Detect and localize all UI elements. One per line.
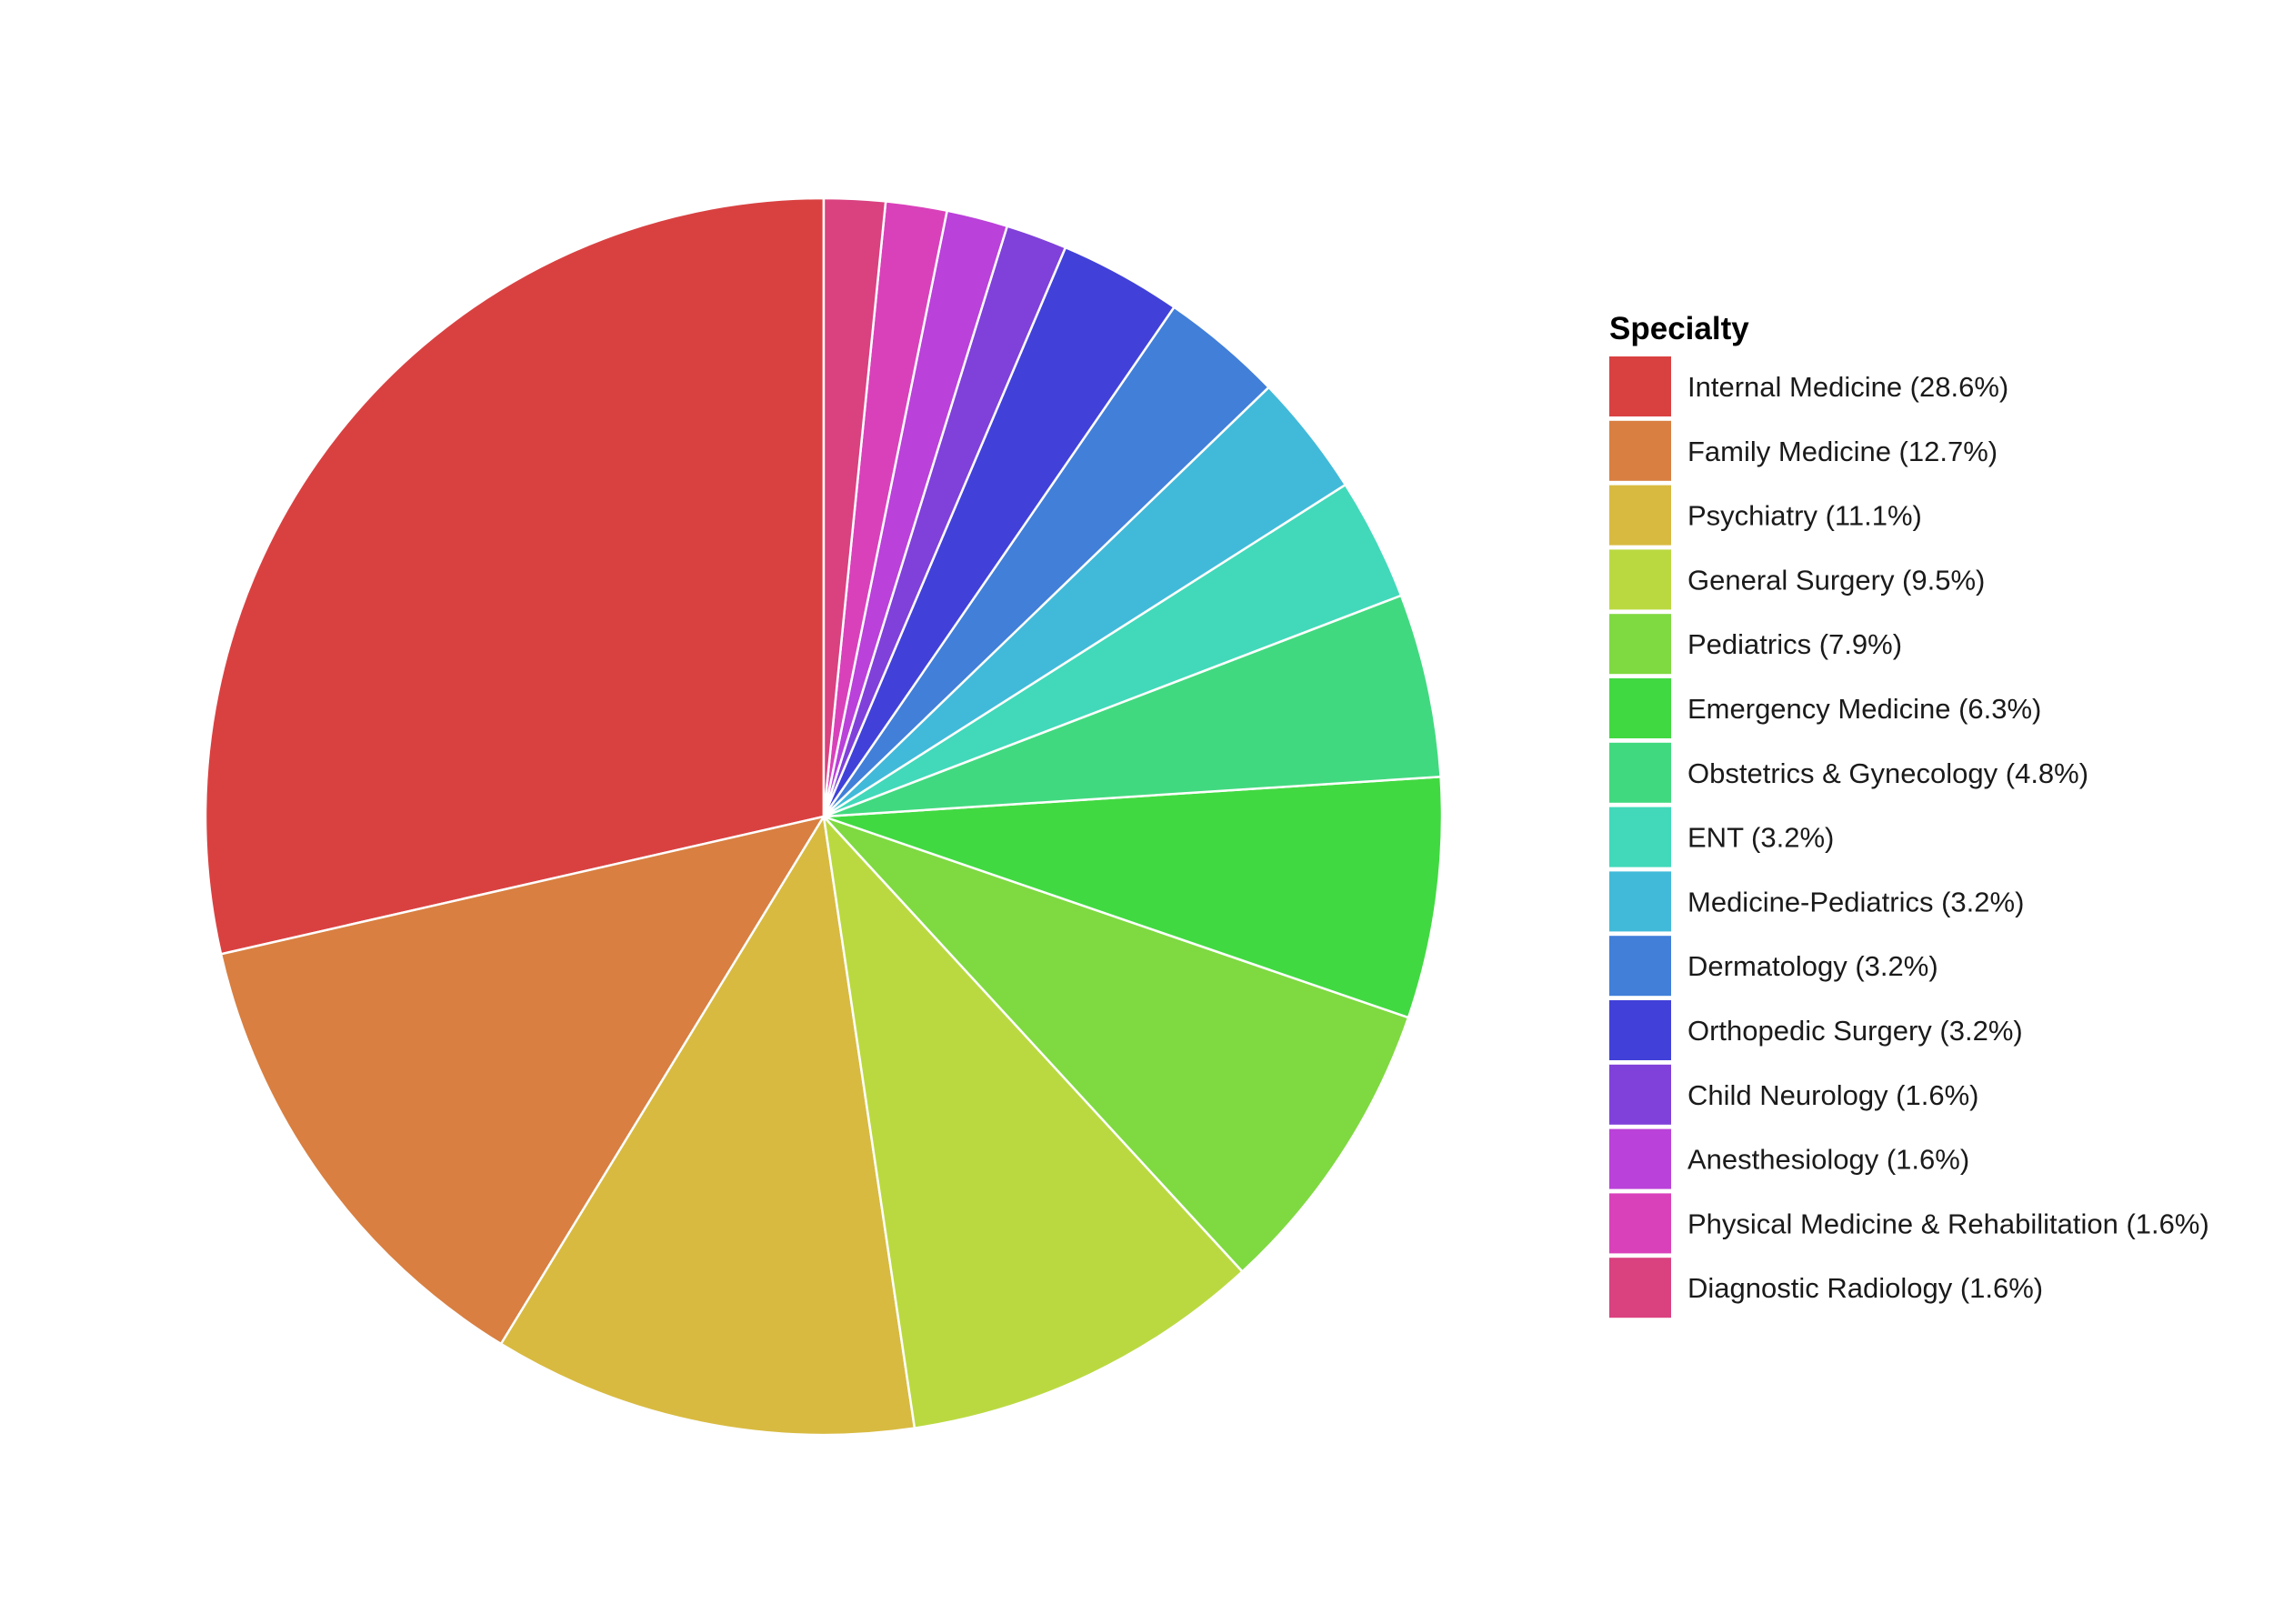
legend-swatch-14: [1609, 1258, 1671, 1318]
legend-swatch-2: [1609, 485, 1671, 546]
legend-swatch-3: [1609, 549, 1671, 610]
legend-label-13: Physical Medicine & Rehabilitation (1.6%…: [1687, 1208, 2209, 1239]
legend-label-9: Dermatology (3.2%): [1687, 950, 1938, 982]
legend-swatch-1: [1609, 420, 1671, 481]
legend-label-6: Obstetrics & Gynecology (4.8%): [1687, 757, 2088, 789]
legend-swatch-8: [1609, 871, 1671, 932]
legend-swatch-10: [1609, 1000, 1671, 1060]
legend-label-5: Emergency Medicine (6.3%): [1687, 693, 2041, 725]
legend-label-10: Orthopedic Surgery (3.2%): [1687, 1015, 2023, 1047]
legend-label-14: Diagnostic Radiology (1.6%): [1687, 1272, 2043, 1304]
pie-slice-6: [822, 594, 1442, 818]
pie-slices: [204, 196, 1444, 1437]
legend-swatch-13: [1609, 1193, 1671, 1254]
legend-swatch-7: [1609, 807, 1671, 867]
legend: Specialty Internal Medicine (28.6%) Famil…: [1609, 311, 2209, 1318]
pie-slice-0: [204, 196, 826, 956]
legend-label-2: Psychiatry (11.1%): [1687, 500, 1922, 532]
legend-label-11: Child Neurology (1.6%): [1687, 1079, 1978, 1111]
pie-slice-5: [822, 776, 1444, 1019]
legend-swatch-9: [1609, 936, 1671, 997]
legend-label-0: Internal Medicine (28.6%): [1687, 371, 2008, 403]
legend-items: Internal Medicine (28.6%) Family Medicine…: [1609, 356, 2209, 1318]
legend-swatch-4: [1609, 614, 1671, 675]
legend-label-4: Pediatrics (7.9%): [1687, 628, 1902, 660]
pie-slice-1: [219, 815, 826, 1346]
legend-label-1: Family Medicine (12.7%): [1687, 436, 1998, 467]
legend-label-7: ENT (3.2%): [1687, 822, 1834, 854]
legend-swatch-11: [1609, 1064, 1671, 1125]
legend-label-12: Anesthesiology (1.6%): [1687, 1144, 1969, 1176]
legend-title: Specialty: [1609, 311, 1749, 346]
legend-label-3: General Surgery (9.5%): [1687, 564, 1985, 596]
legend-swatch-12: [1609, 1128, 1671, 1189]
pie-slice-14: [822, 196, 887, 818]
pie-slice-4: [822, 815, 1410, 1273]
legend-swatch-6: [1609, 742, 1671, 803]
legend-swatch-0: [1609, 356, 1671, 416]
legend-label-8: Medicine-Pediatrics (3.2%): [1687, 886, 2024, 917]
pie-slice-3: [822, 815, 1244, 1429]
pie-slice-2: [499, 815, 916, 1437]
legend-swatch-5: [1609, 678, 1671, 738]
